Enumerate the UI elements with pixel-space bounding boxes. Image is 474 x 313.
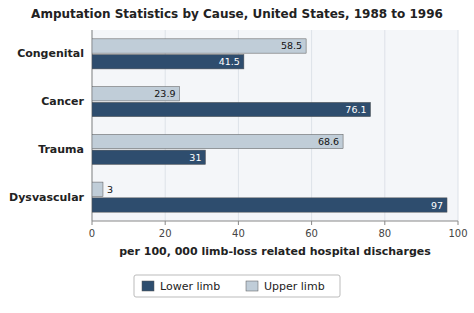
- data-label: 76.1: [345, 104, 366, 115]
- tick-mark: [311, 221, 312, 225]
- tick-mark: [92, 221, 93, 225]
- legend: Lower limb Upper limb: [134, 275, 340, 297]
- x-axis: 0 20 40 60 80 100: [89, 221, 468, 239]
- chart-svg: Amputation Statistics by Cause, United S…: [0, 0, 474, 313]
- data-label: 31: [189, 152, 201, 163]
- data-label: 68.6: [318, 136, 339, 147]
- bar: [92, 198, 447, 212]
- grid-line: [384, 30, 385, 221]
- legend-swatch: [142, 281, 154, 291]
- tick-mark: [165, 221, 166, 225]
- data-label: 97: [431, 200, 443, 211]
- plot-background: [92, 30, 458, 221]
- data-label: 23.9: [154, 88, 175, 99]
- category-label: Congenital: [17, 47, 84, 60]
- bar: [92, 55, 244, 69]
- tick-label: 100: [448, 228, 467, 239]
- x-axis-label: per 100, 000 limb-loss related hospital …: [119, 245, 431, 258]
- tick-label: 0: [89, 228, 95, 239]
- tick-label: 40: [232, 228, 245, 239]
- category-label: Cancer: [41, 95, 84, 108]
- y-axis: Congenital Cancer Trauma Dysvascular: [9, 47, 85, 203]
- data-label: 58.5: [281, 40, 302, 51]
- grid-line: [458, 30, 459, 221]
- data-label: 3: [107, 184, 113, 195]
- data-label: 41.5: [219, 56, 240, 67]
- title: Amputation Statistics by Cause, United S…: [31, 7, 443, 21]
- legend-swatch: [246, 281, 258, 291]
- bar: [92, 102, 371, 116]
- bars: [92, 39, 447, 212]
- grid-line: [311, 30, 312, 221]
- tick-mark: [384, 221, 385, 225]
- bar: [92, 150, 205, 164]
- tick-mark: [238, 221, 239, 225]
- category-label: Trauma: [38, 143, 84, 156]
- legend-label: Upper limb: [264, 280, 325, 293]
- chart-container: Amputation Statistics by Cause, United S…: [0, 0, 474, 313]
- tick-label: 60: [305, 228, 318, 239]
- bar: [92, 182, 103, 196]
- category-label: Dysvascular: [9, 191, 85, 204]
- page: {"chart_data": {"type": "bar", "orientat…: [0, 0, 474, 313]
- x-axis-line: [92, 221, 458, 222]
- legend-label: Lower limb: [160, 280, 220, 293]
- tick-label: 80: [378, 228, 391, 239]
- bar: [92, 134, 343, 148]
- tick-mark: [458, 221, 459, 225]
- grid: [92, 30, 458, 221]
- legend-frame: [134, 275, 340, 297]
- bar: [92, 87, 179, 101]
- tick-label: 20: [159, 228, 172, 239]
- data-labels: 41.5 58.5 76.1 23.9 31 68.6 97 3: [107, 40, 443, 210]
- bar: [92, 39, 306, 53]
